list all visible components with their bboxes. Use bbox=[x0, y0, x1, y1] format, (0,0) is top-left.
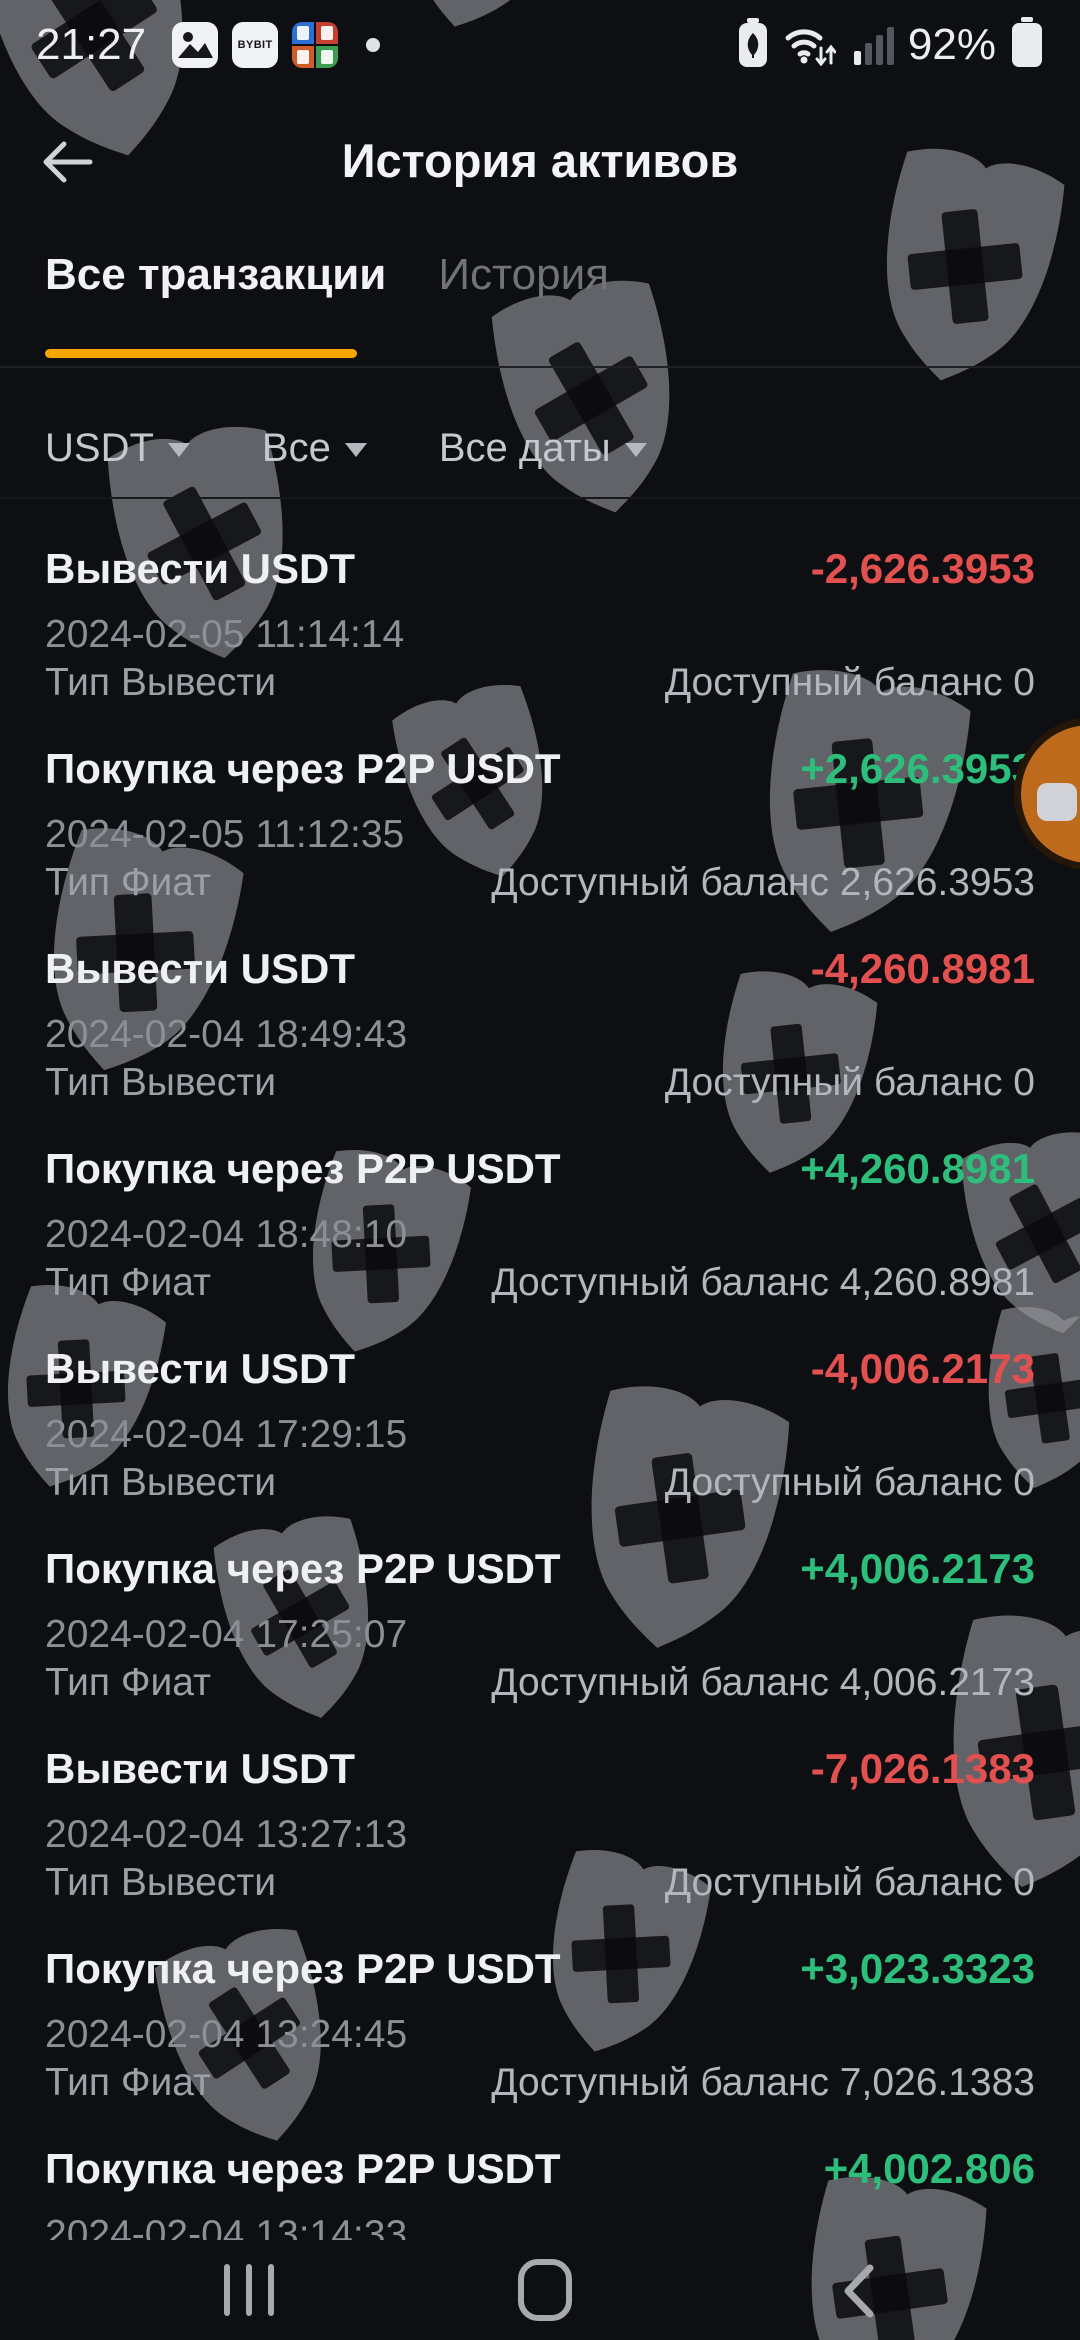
transaction-type: Тип Вывести bbox=[45, 1061, 277, 1104]
transaction-title: Покупка через P2P USDT bbox=[45, 1545, 561, 1592]
transaction-title: Покупка через P2P USDT bbox=[45, 2145, 561, 2192]
battery-saver-icon bbox=[736, 17, 770, 73]
chevron-down-icon bbox=[167, 443, 190, 457]
transaction-row[interactable]: Покупка через P2P USDT +4,260.8981 2024-… bbox=[45, 1120, 1035, 1320]
transaction-type: Тип Фиат bbox=[45, 1261, 211, 1304]
transaction-datetime: 2024-02-04 13:24:45 bbox=[45, 2013, 408, 2056]
transaction-list[interactable]: Вывести USDT -2,626.3953 2024-02-05 11:1… bbox=[0, 520, 1080, 2240]
transaction-datetime: 2024-02-04 13:14:33 bbox=[45, 2213, 408, 2240]
available-balance: Доступный баланс 0 bbox=[664, 1461, 1035, 1504]
notification-dot bbox=[366, 38, 381, 52]
home-icon[interactable] bbox=[518, 2259, 572, 2321]
transaction-type: Тип Вывести bbox=[45, 661, 277, 704]
filter-bar: USDT Все Все даты bbox=[45, 420, 647, 476]
transaction-amount: +3,023.3323 bbox=[800, 1945, 1035, 1992]
wifi-icon bbox=[784, 20, 837, 71]
transaction-row[interactable]: Покупка через P2P USDT +2,626.3953 2024-… bbox=[45, 720, 1035, 920]
office-suite-icon bbox=[292, 22, 339, 68]
transaction-amount: +4,260.8981 bbox=[800, 1145, 1035, 1192]
transaction-type: Тип Фиат bbox=[45, 1661, 211, 1704]
transaction-datetime: 2024-02-04 17:25:07 bbox=[45, 1613, 408, 1656]
transaction-datetime: 2024-02-04 17:29:15 bbox=[45, 1413, 408, 1456]
battery-percent: 92% bbox=[907, 20, 996, 69]
tab-bar: Все транзакции История bbox=[45, 250, 609, 300]
available-balance: Доступный баланс 2,626.3953 bbox=[491, 861, 1035, 904]
transaction-row[interactable]: Вывести USDT -2,626.3953 2024-02-05 11:1… bbox=[45, 520, 1035, 720]
transaction-title: Покупка через P2P USDT bbox=[45, 745, 561, 792]
transaction-datetime: 2024-02-04 18:48:10 bbox=[45, 1213, 408, 1256]
gallery-icon bbox=[172, 22, 219, 68]
battery-icon bbox=[1010, 16, 1044, 74]
transaction-title: Покупка через P2P USDT bbox=[45, 1945, 561, 1992]
available-balance: Доступный баланс 0 bbox=[664, 1861, 1035, 1904]
divider bbox=[0, 497, 1080, 499]
tab-all-transactions[interactable]: Все транзакции bbox=[45, 250, 387, 299]
transaction-row[interactable]: Вывести USDT -4,260.8981 2024-02-04 18:4… bbox=[45, 920, 1035, 1120]
transaction-datetime: 2024-02-04 18:49:43 bbox=[45, 1013, 408, 1056]
transaction-datetime: 2024-02-05 11:14:14 bbox=[45, 613, 405, 656]
transaction-title: Вывести USDT bbox=[45, 945, 356, 992]
transaction-type: Тип Вывести bbox=[45, 1861, 277, 1904]
android-nav-bar bbox=[0, 2240, 1080, 2340]
chevron-down-icon bbox=[624, 443, 647, 457]
transaction-type: Тип Фиат bbox=[45, 861, 211, 904]
active-tab-underline bbox=[45, 349, 357, 358]
transaction-type: Тип Вывести bbox=[45, 1461, 277, 1504]
transaction-datetime: 2024-02-04 13:27:13 bbox=[45, 1813, 408, 1856]
transaction-amount: -4,006.2173 bbox=[810, 1345, 1035, 1392]
transaction-title: Вывести USDT bbox=[45, 1345, 356, 1392]
date-filter-dropdown[interactable]: Все даты bbox=[439, 426, 647, 471]
transaction-title: Покупка через P2P USDT bbox=[45, 1145, 561, 1192]
transaction-amount: -4,260.8981 bbox=[810, 945, 1035, 992]
available-balance: Доступный баланс 4,260.8981 bbox=[491, 1261, 1035, 1304]
available-balance: Доступный баланс 0 bbox=[664, 1061, 1035, 1104]
transaction-datetime: 2024-02-05 11:12:35 bbox=[45, 813, 405, 856]
page-title: История активов bbox=[341, 134, 739, 187]
recents-icon[interactable] bbox=[224, 2264, 274, 2316]
transaction-row[interactable]: Вывести USDT -4,006.2173 2024-02-04 17:2… bbox=[45, 1320, 1035, 1520]
status-bar: 21:27 BYBIT bbox=[0, 0, 1080, 90]
coin-filter-dropdown[interactable]: USDT bbox=[45, 426, 190, 471]
transaction-row[interactable]: Вывести USDT -7,026.1383 2024-02-04 13:2… bbox=[45, 1720, 1035, 1920]
transaction-amount: -7,026.1383 bbox=[810, 1745, 1035, 1792]
available-balance: Доступный баланс 7,026.1383 bbox=[491, 2061, 1035, 2104]
chevron-down-icon bbox=[344, 443, 367, 457]
clock: 21:27 bbox=[36, 20, 147, 69]
transaction-row[interactable]: Покупка через P2P USDT +3,023.3323 2024-… bbox=[45, 1920, 1035, 2120]
transaction-title: Вывести USDT bbox=[45, 1745, 356, 1792]
transaction-amount: -2,626.3953 bbox=[810, 545, 1035, 592]
bybit-app-icon: BYBIT bbox=[232, 22, 279, 68]
video-camera-icon bbox=[1037, 783, 1077, 821]
transaction-row[interactable]: Покупка через P2P USDT +4,002.806 2024-0… bbox=[45, 2120, 1035, 2240]
transaction-amount: +4,002.806 bbox=[823, 2145, 1035, 2192]
divider bbox=[0, 366, 1080, 368]
transaction-title: Вывести USDT bbox=[45, 545, 356, 592]
type-filter-dropdown[interactable]: Все bbox=[262, 426, 367, 471]
transaction-amount: +4,006.2173 bbox=[800, 1545, 1035, 1592]
tab-history[interactable]: История bbox=[438, 250, 609, 299]
transaction-row[interactable]: Покупка через P2P USDT +4,006.2173 2024-… bbox=[45, 1520, 1035, 1720]
transaction-amount: +2,626.3953 bbox=[800, 745, 1035, 792]
cellular-signal-icon bbox=[850, 25, 894, 65]
back-chevron-icon[interactable] bbox=[838, 2262, 878, 2320]
header: История активов bbox=[0, 118, 1080, 210]
available-balance: Доступный баланс 0 bbox=[664, 661, 1035, 704]
transaction-type: Тип Фиат bbox=[45, 2061, 211, 2104]
available-balance: Доступный баланс 4,006.2173 bbox=[491, 1661, 1035, 1704]
